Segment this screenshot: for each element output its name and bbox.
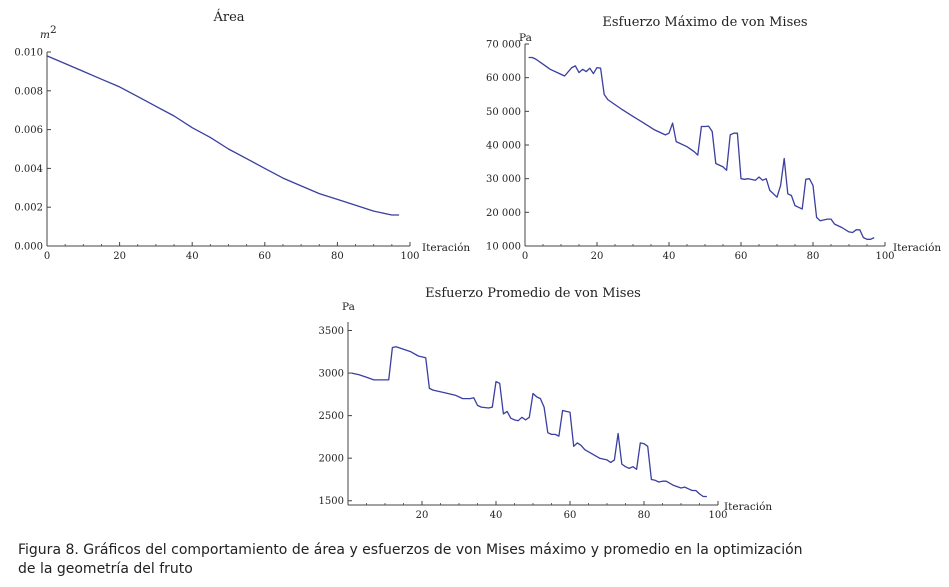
y-tick-label: 0.004 xyxy=(14,164,43,175)
y-tick-label: 3500 xyxy=(319,326,344,337)
y-tick-label: 40 000 xyxy=(486,141,521,152)
y-tick-label: 0.002 xyxy=(14,203,43,214)
chart-title: Esfuerzo Promedio de von Mises xyxy=(425,286,641,301)
y-tick-label: 0.006 xyxy=(14,125,43,136)
x-tick-label: 0 xyxy=(44,251,50,262)
y-tick-label: 3000 xyxy=(319,369,344,380)
y-tick-label: 70 000 xyxy=(486,40,521,51)
chart-max-von-mises: Esfuerzo Máximo de von Mises Pa Iteració… xyxy=(486,15,941,262)
x-tick-label: 80 xyxy=(638,510,651,521)
y-tick-label: 30 000 xyxy=(486,174,521,185)
x-tick-label: 40 xyxy=(663,251,676,262)
x-tick-label: 80 xyxy=(807,251,820,262)
y-axis-label: Pa xyxy=(342,301,355,313)
series-line xyxy=(351,346,707,498)
y-tick-label: 2500 xyxy=(319,411,344,422)
y-tick-label: 0.010 xyxy=(14,48,43,59)
x-tick-label: 100 xyxy=(400,251,419,262)
y-axis-unit-exponent: 2 xyxy=(50,24,57,36)
x-tick-label: 20 xyxy=(591,251,604,262)
y-tick-label: 2000 xyxy=(319,454,344,465)
x-tick-label: 0 xyxy=(522,251,528,262)
x-tick-label: 40 xyxy=(186,251,199,262)
x-tick-label: 20 xyxy=(113,251,126,262)
series-line xyxy=(528,56,875,240)
chart-area: Área m2 Iteración 0 20 40 60 80 100 0.000 0.002… xyxy=(14,9,470,262)
x-axis-label: Iteración xyxy=(724,501,772,513)
y-tick-label: 0.008 xyxy=(14,86,43,97)
x-tick-label: 40 xyxy=(490,510,503,521)
x-tick-label: 100 xyxy=(875,251,894,262)
y-tick-label: 60 000 xyxy=(486,73,521,84)
figure-caption: Figura 8. Gráficos del comportamiento de… xyxy=(18,541,918,579)
y-tick-label: 20 000 xyxy=(486,208,521,219)
x-tick-label: 60 xyxy=(735,251,748,262)
x-tick-label: 60 xyxy=(564,510,577,521)
chart-avg-von-mises: Esfuerzo Promedio de von Mises Pa Iterac… xyxy=(319,286,773,521)
caption-line-1: Figura 8. Gráficos del comportamiento de… xyxy=(18,542,803,558)
y-axis-unit: m xyxy=(40,29,50,41)
x-tick-label: 60 xyxy=(258,251,271,262)
y-tick-label: 50 000 xyxy=(486,107,521,118)
y-axis-label: Pa xyxy=(519,32,532,44)
chart-title: Esfuerzo Máximo de von Mises xyxy=(602,15,807,30)
y-tick-label: 0.000 xyxy=(14,242,43,253)
y-tick-label: 1500 xyxy=(319,496,344,507)
chart-title: Área xyxy=(212,9,244,25)
y-axis-label: m2 xyxy=(40,24,57,41)
caption-line-2: de la geometría del fruto xyxy=(18,561,193,577)
y-tick-label: 10 000 xyxy=(486,242,521,253)
x-tick-label: 20 xyxy=(416,510,429,521)
x-tick-label: 80 xyxy=(331,251,344,262)
x-tick-label: 100 xyxy=(708,510,727,521)
series-line xyxy=(46,55,400,216)
x-axis-label: Iteración xyxy=(893,242,941,254)
x-axis-label: Iteración xyxy=(422,242,470,254)
